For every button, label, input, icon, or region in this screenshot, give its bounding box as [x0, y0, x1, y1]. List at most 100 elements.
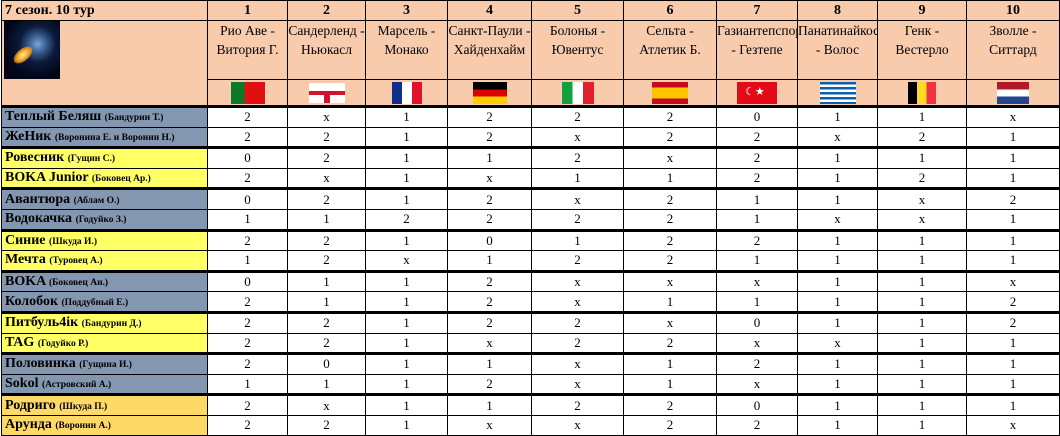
- team-owner: (Туровец А.): [49, 256, 103, 267]
- flag-fr-icon: [391, 81, 422, 104]
- pick-cell: 1: [365, 105, 448, 128]
- pick-cell: 1: [365, 373, 448, 396]
- pick-cell: x: [531, 414, 624, 436]
- team-owner: (Годуйко Р.): [37, 338, 89, 349]
- pick-cell: 2: [287, 228, 366, 252]
- pick-cell: 1: [966, 208, 1060, 231]
- pick-cell: 1: [797, 105, 878, 128]
- pick-cell: 0: [447, 228, 532, 252]
- table-row: Колобок (Поддубный Е.) 2 1 1 2 x 1 1 1 1 2: [1, 291, 1060, 313]
- team-name-cell: BOKA (Боковец Ан.): [1, 269, 208, 293]
- pick-cell: 2: [447, 208, 532, 231]
- pick-cell: 1: [797, 291, 878, 313]
- pick-cell: 1: [716, 187, 798, 210]
- pick-cell: 1: [877, 146, 967, 169]
- pick-cell: x: [623, 269, 717, 293]
- pick-cell: 2: [287, 187, 366, 210]
- pick-cell: 1: [797, 187, 878, 210]
- table-row: Мечта (Туровец А.) 1 2 x 1 2 2 1 1 1 1: [1, 250, 1060, 272]
- team-name-cell: Арунда (Воронин А.): [1, 414, 208, 436]
- pick-cell: x: [623, 310, 717, 334]
- pick-cell: 1: [877, 332, 967, 355]
- pick-cell: x: [716, 332, 798, 355]
- team-name: Питбуль4ік: [5, 315, 79, 331]
- pick-cell: 1: [797, 269, 878, 293]
- flag-cell: [207, 79, 288, 107]
- pick-cell: x: [531, 187, 624, 210]
- pick-cell: 1: [797, 414, 878, 436]
- pick-cell: x: [531, 126, 624, 149]
- pick-cell: 1: [966, 228, 1060, 252]
- team-name-cell: Половинка (Гущина И.): [1, 352, 208, 375]
- pick-cell: 1: [531, 167, 624, 190]
- match-name: Марсель - Монако: [365, 20, 448, 80]
- pick-cell: 1: [531, 228, 624, 252]
- pick-cell: 1: [716, 208, 798, 231]
- pick-cell: 1: [966, 332, 1060, 355]
- pick-cell: 1: [365, 332, 448, 355]
- pick-cell: 2: [447, 291, 532, 313]
- team-name: Арунда: [5, 417, 52, 433]
- pick-cell: 1: [877, 414, 967, 436]
- column-number: 5: [531, 0, 624, 21]
- league-logo: [4, 21, 60, 79]
- table-row: Половинка (Гущина И.) 2 0 1 1 x 1 2 1 1 1: [1, 352, 1060, 375]
- pick-cell: 1: [287, 269, 366, 293]
- pick-cell: 1: [365, 393, 448, 416]
- pick-cell: 1: [365, 310, 448, 334]
- match-name: Санкт-Паули - Хайденхайм: [447, 20, 532, 80]
- match-name: Панатинайкос - Волос: [797, 20, 878, 80]
- table-row: Теплый Беляш (Бандурин Т.) 2 x 1 2 2 2 0 1 1 x: [1, 105, 1060, 128]
- pick-cell: 2: [207, 105, 288, 128]
- pick-cell: x: [797, 332, 878, 355]
- pick-cell: 1: [877, 393, 967, 416]
- flag-es-icon: [652, 81, 688, 104]
- logo-cell: [1, 20, 208, 107]
- team-name-cell: Синие (Шкуда И.): [1, 228, 208, 252]
- pick-cell: 1: [623, 167, 717, 190]
- pick-cell: 2: [716, 414, 798, 436]
- pick-cell: 2: [287, 414, 366, 436]
- team-name-cell: Ровесник (Гущин С.): [1, 146, 208, 169]
- pick-cell: 0: [287, 352, 366, 375]
- flag-it-icon: [561, 81, 594, 104]
- team-owner: (Бандурин Д.): [81, 319, 142, 330]
- match-name: Генк - Вестерло: [877, 20, 967, 80]
- pick-cell: 2: [207, 352, 288, 375]
- pick-cell: 1: [966, 126, 1060, 149]
- table-row: TAG (Годуйко Р.) 2 2 1 x 2 2 x x 1 1: [1, 332, 1060, 355]
- pick-cell: 1: [797, 310, 878, 334]
- team-owner: (Боковец Ар.): [91, 174, 151, 185]
- flag-cell: [797, 79, 878, 107]
- team-owner: (Боковец Ан.): [48, 278, 109, 289]
- column-number: 6: [623, 0, 717, 21]
- pick-cell: x: [447, 167, 532, 190]
- column-number: 7: [716, 0, 798, 21]
- team-owner: (Шкуда П.): [59, 401, 108, 412]
- table-title: 7 сезон. 10 тур: [1, 0, 208, 21]
- pick-cell: 1: [877, 310, 967, 334]
- pick-cell: 2: [207, 414, 288, 436]
- pick-cell: x: [716, 269, 798, 293]
- pick-cell: 2: [716, 352, 798, 375]
- pick-cell: 2: [716, 146, 798, 169]
- pick-cell: 2: [287, 310, 366, 334]
- column-number: 8: [797, 0, 878, 21]
- team-name: ЖеНик: [5, 128, 52, 144]
- pick-cell: 2: [447, 105, 532, 128]
- pick-cell: 1: [716, 291, 798, 313]
- pick-cell: 0: [716, 310, 798, 334]
- pick-cell: 2: [287, 146, 366, 169]
- pick-cell: x: [966, 414, 1060, 436]
- pick-cell: 1: [365, 187, 448, 210]
- pick-cell: 1: [365, 352, 448, 375]
- pick-cell: 2: [207, 332, 288, 355]
- pick-cell: 2: [623, 332, 717, 355]
- pick-cell: 2: [716, 167, 798, 190]
- pick-cell: 2: [447, 187, 532, 210]
- pick-cell: 1: [797, 228, 878, 252]
- team-name: Синие: [5, 232, 46, 248]
- match-name: Зволле - Ситтард: [966, 20, 1060, 80]
- pick-cell: x: [531, 269, 624, 293]
- pick-cell: 2: [207, 393, 288, 416]
